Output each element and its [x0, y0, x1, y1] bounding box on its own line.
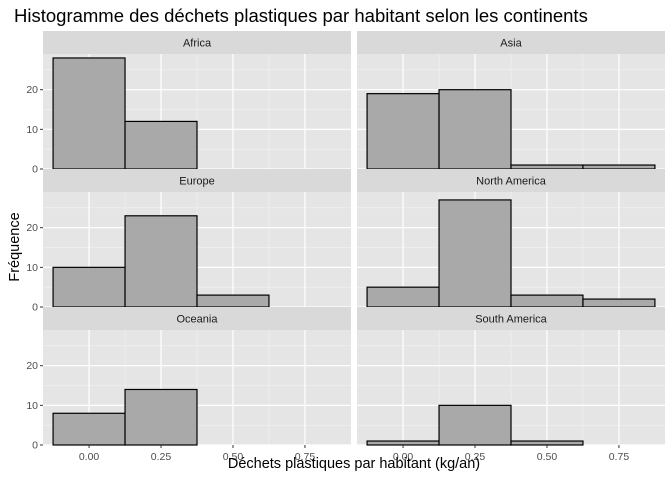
facet-label: Oceania: [177, 314, 219, 326]
histogram-bar: [366, 93, 440, 170]
facet-europe: Europe 0 10 20: [26, 169, 351, 314]
histogram-bar: [52, 266, 126, 308]
histogram-bar: [510, 440, 584, 446]
x-tick-label: 0.75: [295, 451, 316, 463]
histogram-bar: [366, 286, 440, 308]
facet-strip: [43, 307, 351, 330]
x-tick-label: 0.00: [393, 451, 414, 463]
facet-label: Africa: [183, 38, 212, 50]
y-axis-title: Fréquence: [7, 212, 23, 282]
facet-label: Europe: [179, 176, 214, 188]
y-tick-label: 10: [26, 400, 38, 412]
histogram-bar: [52, 57, 126, 170]
facet-asia: Asia: [357, 31, 665, 170]
y-tick-label: 0: [32, 440, 38, 452]
histogram-bar: [124, 120, 198, 170]
facet-strip: [357, 31, 665, 54]
histogram-bar: [510, 294, 584, 308]
facet-africa: Africa 0 10 20: [26, 31, 351, 176]
facet-strip: [43, 169, 351, 192]
x-tick-label: 0.25: [465, 451, 486, 463]
y-tick-label: 10: [26, 124, 38, 136]
y-tick-label: 20: [26, 222, 38, 234]
facet-label: South America: [475, 314, 547, 326]
x-tick-label: 0.25: [151, 451, 172, 463]
y-tick-label: 20: [26, 84, 38, 96]
x-tick-label: 0.50: [537, 451, 558, 463]
facet-north-america: North America: [357, 169, 665, 308]
x-axis-title: Déchets plastiques par habitant (kg/an): [227, 456, 481, 472]
facet-label: Asia: [500, 38, 522, 50]
facet-oceania: Oceania 0 10 20 0.00 0.25 0.50 0.75: [26, 307, 351, 463]
histogram-bar: [124, 215, 198, 308]
histogram-bar: [196, 294, 270, 308]
facet-strip: [43, 31, 351, 54]
x-tick-label: 0.75: [609, 451, 630, 463]
histogram-bar: [52, 412, 126, 446]
histogram-bar: [582, 298, 656, 308]
facet-south-america: South America 0.00 0.25 0.50 0.75: [357, 307, 665, 463]
facet-strip: [357, 169, 665, 192]
facet-strip: [357, 307, 665, 330]
histogram-bar: [124, 388, 198, 446]
y-tick-label: 0: [32, 164, 38, 176]
histogram-bar: [582, 164, 656, 170]
y-tick-label: 0: [32, 302, 38, 314]
histogram-bar: [438, 89, 512, 170]
histogram-bar: [366, 440, 440, 446]
chart-title: Histogramme des déchets plastiques par h…: [14, 5, 588, 26]
histogram-bar: [438, 404, 512, 446]
x-tick-label: 0.50: [223, 451, 244, 463]
facet-label: North America: [476, 176, 547, 188]
x-tick-label: 0.00: [79, 451, 100, 463]
y-tick-label: 10: [26, 262, 38, 274]
histogram-bar: [438, 199, 512, 308]
histogram-bar: [510, 164, 584, 170]
y-tick-label: 20: [26, 360, 38, 372]
